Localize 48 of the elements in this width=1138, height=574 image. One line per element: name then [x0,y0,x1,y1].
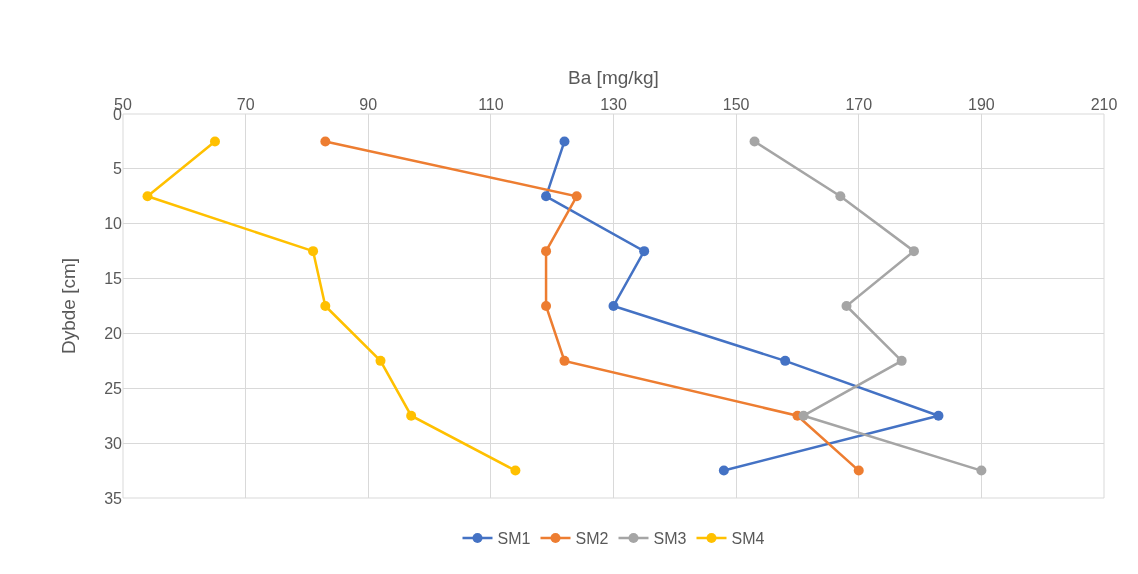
point [320,136,331,147]
point [559,136,570,147]
point [320,301,331,311]
point [406,410,417,421]
y-tick-label: 25 [104,379,123,397]
y-tick-label: 5 [113,160,123,178]
x-tick-label: 150 [722,95,750,113]
point [541,246,552,257]
point [308,246,319,257]
point [896,355,907,366]
x-tick-label: 90 [359,95,378,113]
legend-label: SM2 [575,530,609,548]
point [209,136,220,147]
y-tick-label: 35 [104,489,123,507]
point [142,191,153,202]
x-axis-title: Ba [mg/kg] [568,66,659,88]
legend-label: SM3 [653,530,687,548]
point [559,355,570,366]
point [541,301,552,311]
point [933,410,944,421]
point [908,246,919,257]
point [541,191,552,202]
x-tick-label: 170 [845,95,873,113]
point [798,410,809,421]
point [571,191,582,202]
point [780,355,791,366]
point [749,136,760,147]
x-tick-label: 210 [1090,95,1118,113]
x-tick-label: 110 [478,95,504,113]
y-tick-label: 15 [104,270,123,288]
y-tick-label: 10 [104,215,123,233]
point [608,301,619,311]
point [853,465,864,476]
y-axis-title: Dybde [cm] [58,257,79,355]
point [841,301,852,311]
point [639,246,650,257]
point [718,465,729,476]
x-tick-label: 70 [236,95,255,113]
point [835,191,846,202]
x-tick-label: 190 [968,95,995,113]
x-tick-label: 130 [600,95,627,113]
y-tick-label: 30 [104,434,123,452]
point [375,355,386,366]
point [510,465,521,476]
legend-label: SM1 [497,530,531,548]
y-tick-label: 20 [104,325,123,343]
point [976,465,987,476]
legend-label: SM4 [731,530,765,548]
